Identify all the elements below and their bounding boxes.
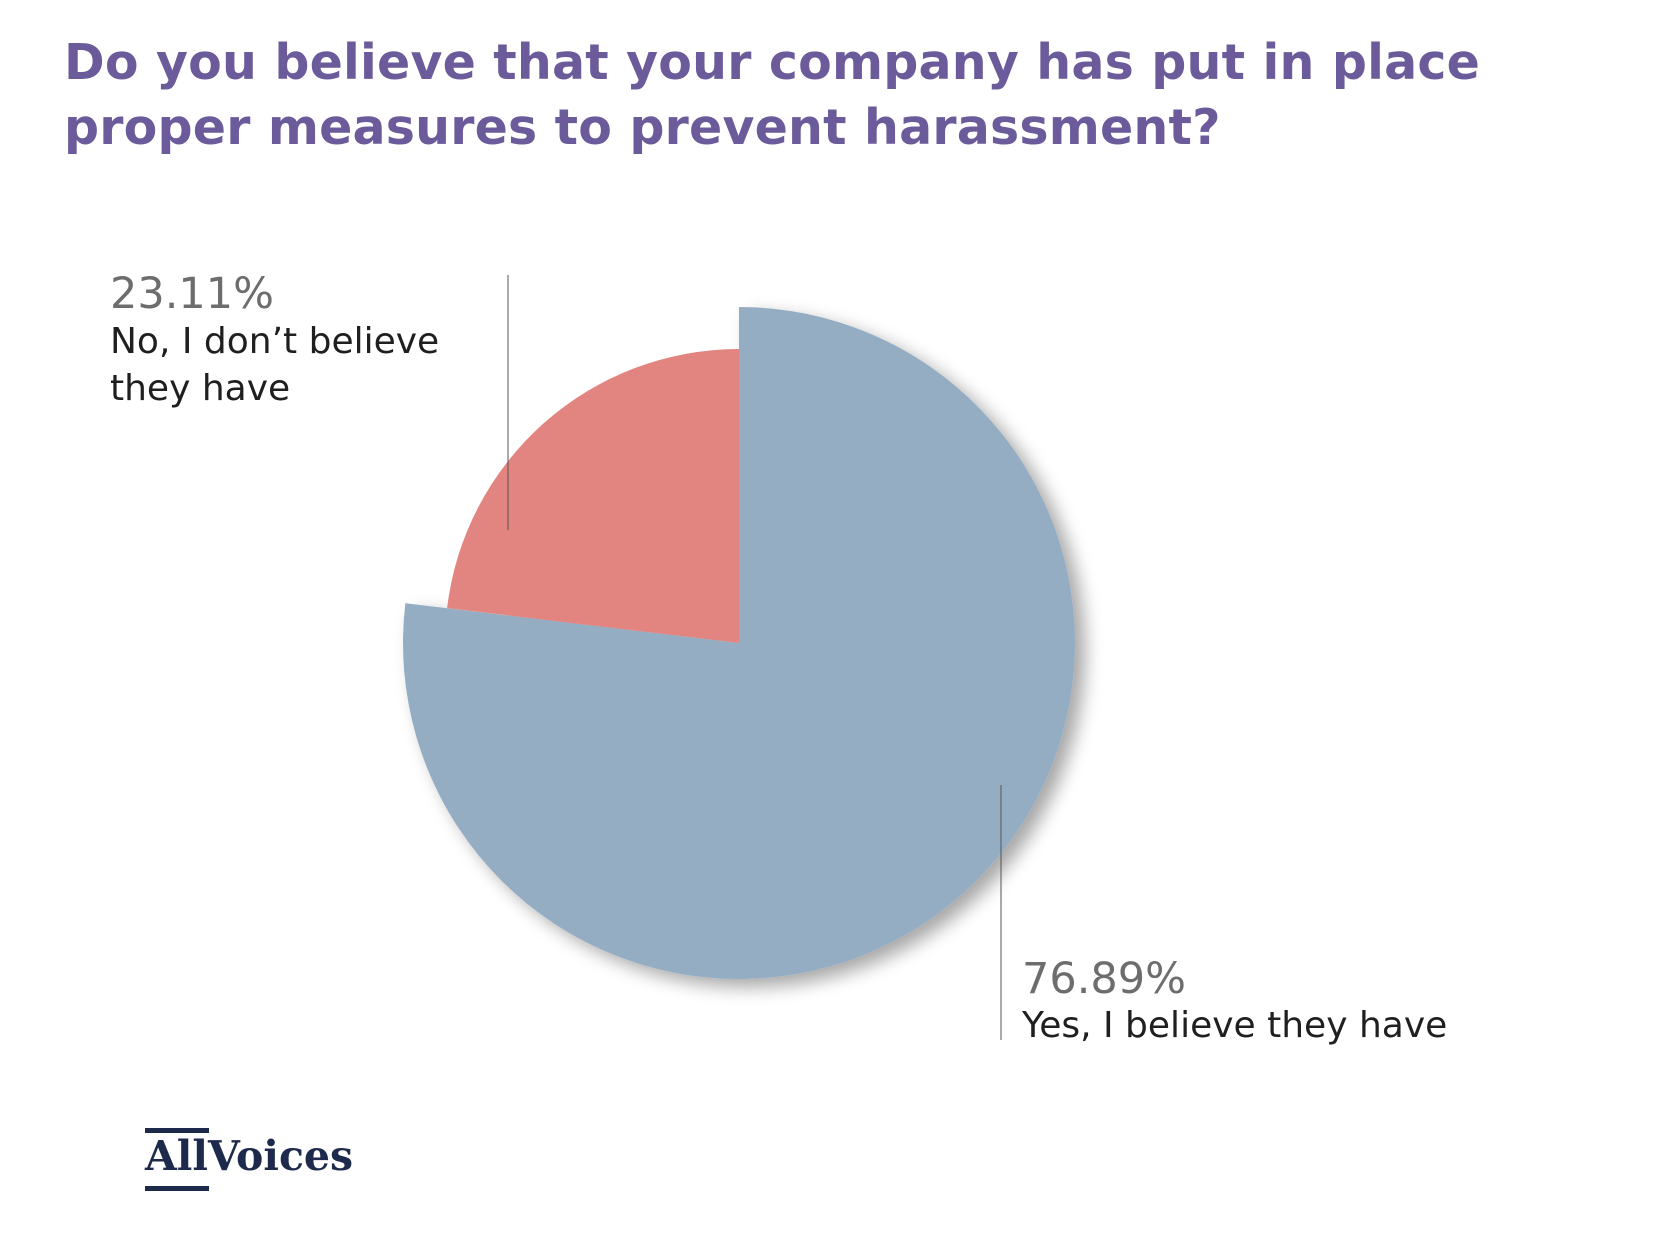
chart-title: Do you believe that your company has put… bbox=[64, 34, 1481, 156]
allvoices-logo: AllVoices bbox=[145, 1125, 375, 1195]
logo-top-bar bbox=[145, 1128, 209, 1133]
yes-category-label: Yes, I believe they have bbox=[1022, 1005, 1448, 1046]
logo-text: AllVoices bbox=[145, 1132, 354, 1180]
yes-percent-label: 76.89% bbox=[1022, 954, 1186, 1004]
no-category-label-line1: No, I don’t believe bbox=[110, 321, 440, 362]
no-category-label-line2: they have bbox=[110, 368, 291, 409]
pie-slice-no bbox=[447, 349, 739, 643]
logo-bottom-bar bbox=[145, 1186, 209, 1191]
no-percent-label: 23.11% bbox=[110, 269, 274, 319]
